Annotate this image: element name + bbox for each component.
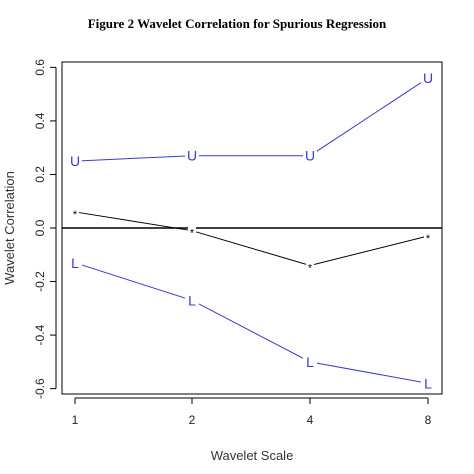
data-point-marker: L: [306, 354, 314, 370]
marker-background: [185, 292, 199, 309]
x-tick-label: 4: [307, 413, 314, 427]
marker-background: [68, 153, 82, 170]
x-axis: 1 2 4 8: [72, 397, 432, 427]
series-2: L L L L: [68, 254, 435, 392]
data-point-marker: *: [426, 233, 431, 245]
marker-background: [68, 254, 82, 271]
y-tick-label: -0.2: [33, 271, 47, 292]
y-tick-label: 0.6: [33, 59, 47, 76]
chart-title: Figure 2 Wavelet Correlation for Spuriou…: [88, 16, 387, 31]
marker-background: [185, 147, 199, 164]
y-axis-label: Wavelet Correlation: [2, 171, 17, 285]
y-tick-label: -0.6: [33, 378, 47, 399]
marker-background: [424, 232, 432, 241]
data-point-marker: *: [73, 209, 78, 221]
marker-background: [303, 147, 317, 164]
marker-background: [421, 70, 435, 87]
x-tick-label: 2: [189, 413, 196, 427]
data-point-marker: L: [424, 375, 432, 391]
marker-background: [303, 353, 317, 370]
series-layer: U U U U * * * * L L L L: [68, 70, 435, 392]
marker-background: [188, 226, 196, 235]
y-tick-label: 0.2: [33, 166, 47, 183]
marker-background: [306, 261, 314, 270]
y-axis: -0.6 -0.4 -0.2 0.0 0.2 0.4 0.6: [33, 59, 57, 399]
data-point-marker: U: [423, 70, 433, 86]
data-point-marker: U: [70, 153, 80, 169]
data-point-marker: U: [187, 148, 197, 164]
x-axis-label: Wavelet Scale: [211, 448, 294, 463]
data-point-marker: L: [188, 292, 196, 308]
series-line: [74, 262, 429, 384]
data-point-marker: L: [71, 255, 79, 271]
y-tick-label: -0.4: [33, 324, 47, 345]
x-tick-label: 1: [72, 413, 79, 427]
marker-background: [421, 375, 435, 392]
y-tick-label: 0.4: [33, 112, 47, 129]
series-0: U U U U: [68, 70, 435, 170]
marker-background: [71, 207, 79, 216]
data-point-marker: *: [190, 228, 195, 240]
series-1: * * * *: [71, 207, 432, 274]
data-point-marker: *: [308, 262, 313, 274]
data-point-marker: U: [305, 148, 315, 164]
series-line: [74, 77, 429, 162]
x-tick-label: 8: [425, 413, 432, 427]
series-line: [74, 211, 429, 267]
y-tick-label: 0.0: [33, 219, 47, 236]
